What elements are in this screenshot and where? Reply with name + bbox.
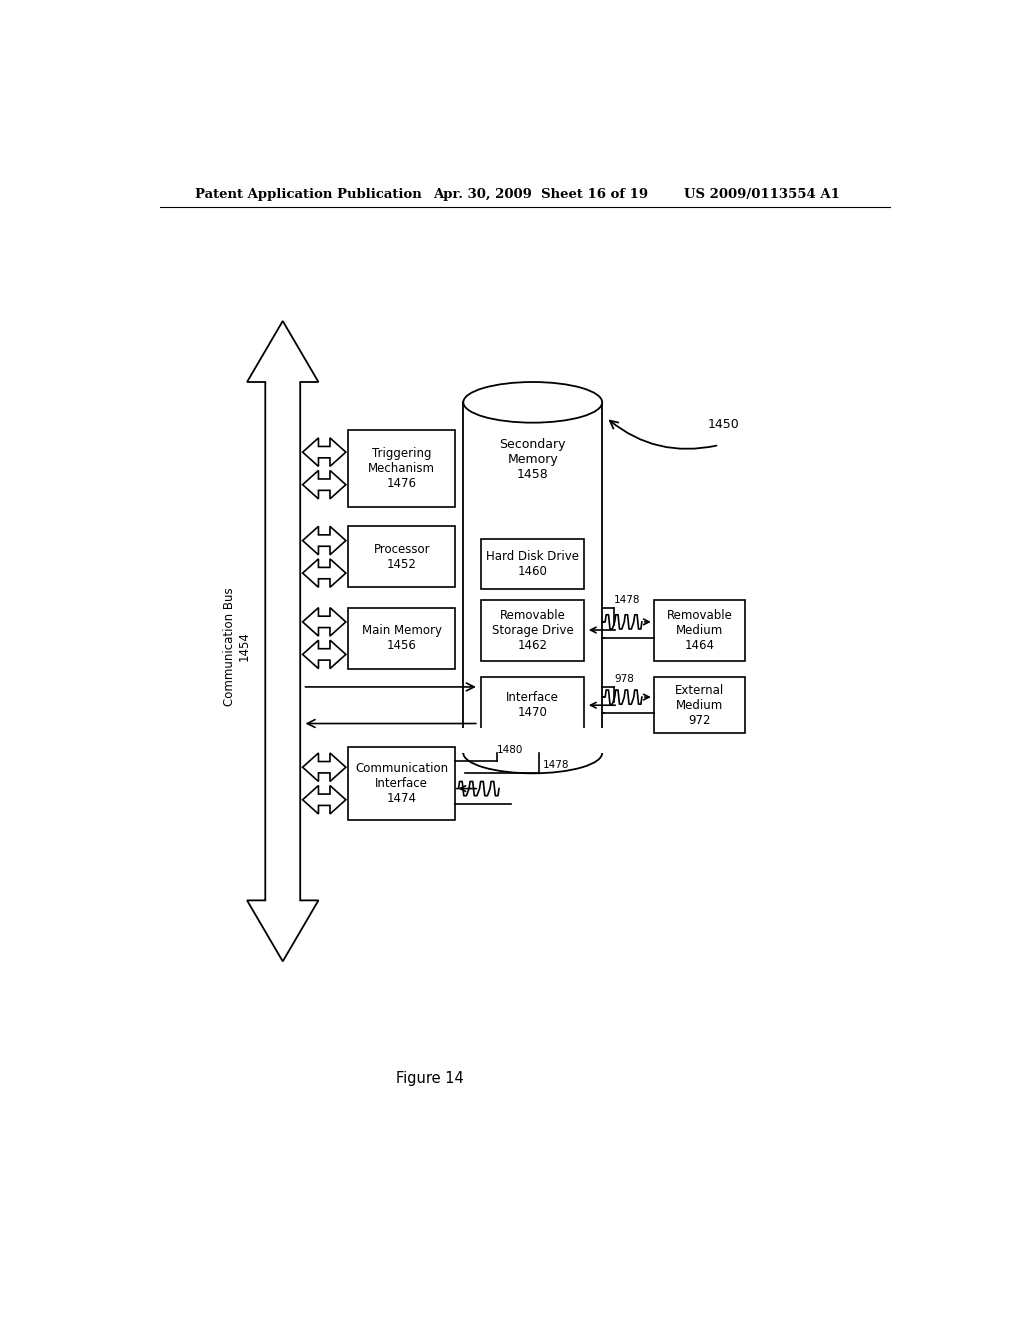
Text: 1478: 1478 — [614, 594, 641, 605]
Text: US 2009/0113554 A1: US 2009/0113554 A1 — [684, 189, 840, 202]
Polygon shape — [247, 321, 318, 961]
Text: 1478: 1478 — [543, 760, 569, 771]
Bar — [348, 607, 456, 669]
Text: External
Medium
972: External Medium 972 — [675, 684, 724, 727]
Text: 1480: 1480 — [497, 744, 523, 755]
Text: Hard Disk Drive
1460: Hard Disk Drive 1460 — [486, 550, 580, 578]
Bar — [653, 599, 745, 660]
Bar — [481, 599, 585, 660]
Bar — [348, 527, 456, 587]
Text: Communication
Interface
1474: Communication Interface 1474 — [355, 762, 449, 805]
Polygon shape — [303, 752, 346, 781]
Text: Patent Application Publication: Patent Application Publication — [196, 189, 422, 202]
Bar — [462, 727, 604, 752]
Polygon shape — [303, 470, 346, 499]
Polygon shape — [303, 785, 346, 814]
Polygon shape — [303, 438, 346, 466]
Ellipse shape — [463, 733, 602, 774]
Polygon shape — [303, 607, 346, 636]
Bar — [481, 677, 585, 733]
Text: 978: 978 — [614, 675, 634, 684]
Polygon shape — [303, 527, 346, 554]
Text: Removable
Medium
1464: Removable Medium 1464 — [667, 609, 732, 652]
Text: Main Memory
1456: Main Memory 1456 — [361, 624, 441, 652]
Text: Removable
Storage Drive
1462: Removable Storage Drive 1462 — [492, 609, 573, 652]
Text: Apr. 30, 2009  Sheet 16 of 19: Apr. 30, 2009 Sheet 16 of 19 — [433, 189, 648, 202]
Polygon shape — [303, 558, 346, 587]
Bar — [481, 539, 585, 589]
Text: Secondary
Memory
1458: Secondary Memory 1458 — [500, 438, 566, 480]
Text: Processor
1452: Processor 1452 — [374, 543, 430, 570]
Text: Triggering
Mechanism
1476: Triggering Mechanism 1476 — [369, 447, 435, 490]
Text: Figure 14: Figure 14 — [395, 1071, 464, 1086]
Bar — [348, 747, 456, 820]
Polygon shape — [303, 640, 346, 669]
Text: 1450: 1450 — [708, 418, 739, 432]
Bar — [653, 677, 745, 733]
Bar — [348, 430, 456, 507]
Ellipse shape — [463, 381, 602, 422]
Text: Communication Bus
1454: Communication Bus 1454 — [223, 587, 251, 706]
Text: Interface
1470: Interface 1470 — [506, 692, 559, 719]
Bar — [464, 421, 601, 771]
